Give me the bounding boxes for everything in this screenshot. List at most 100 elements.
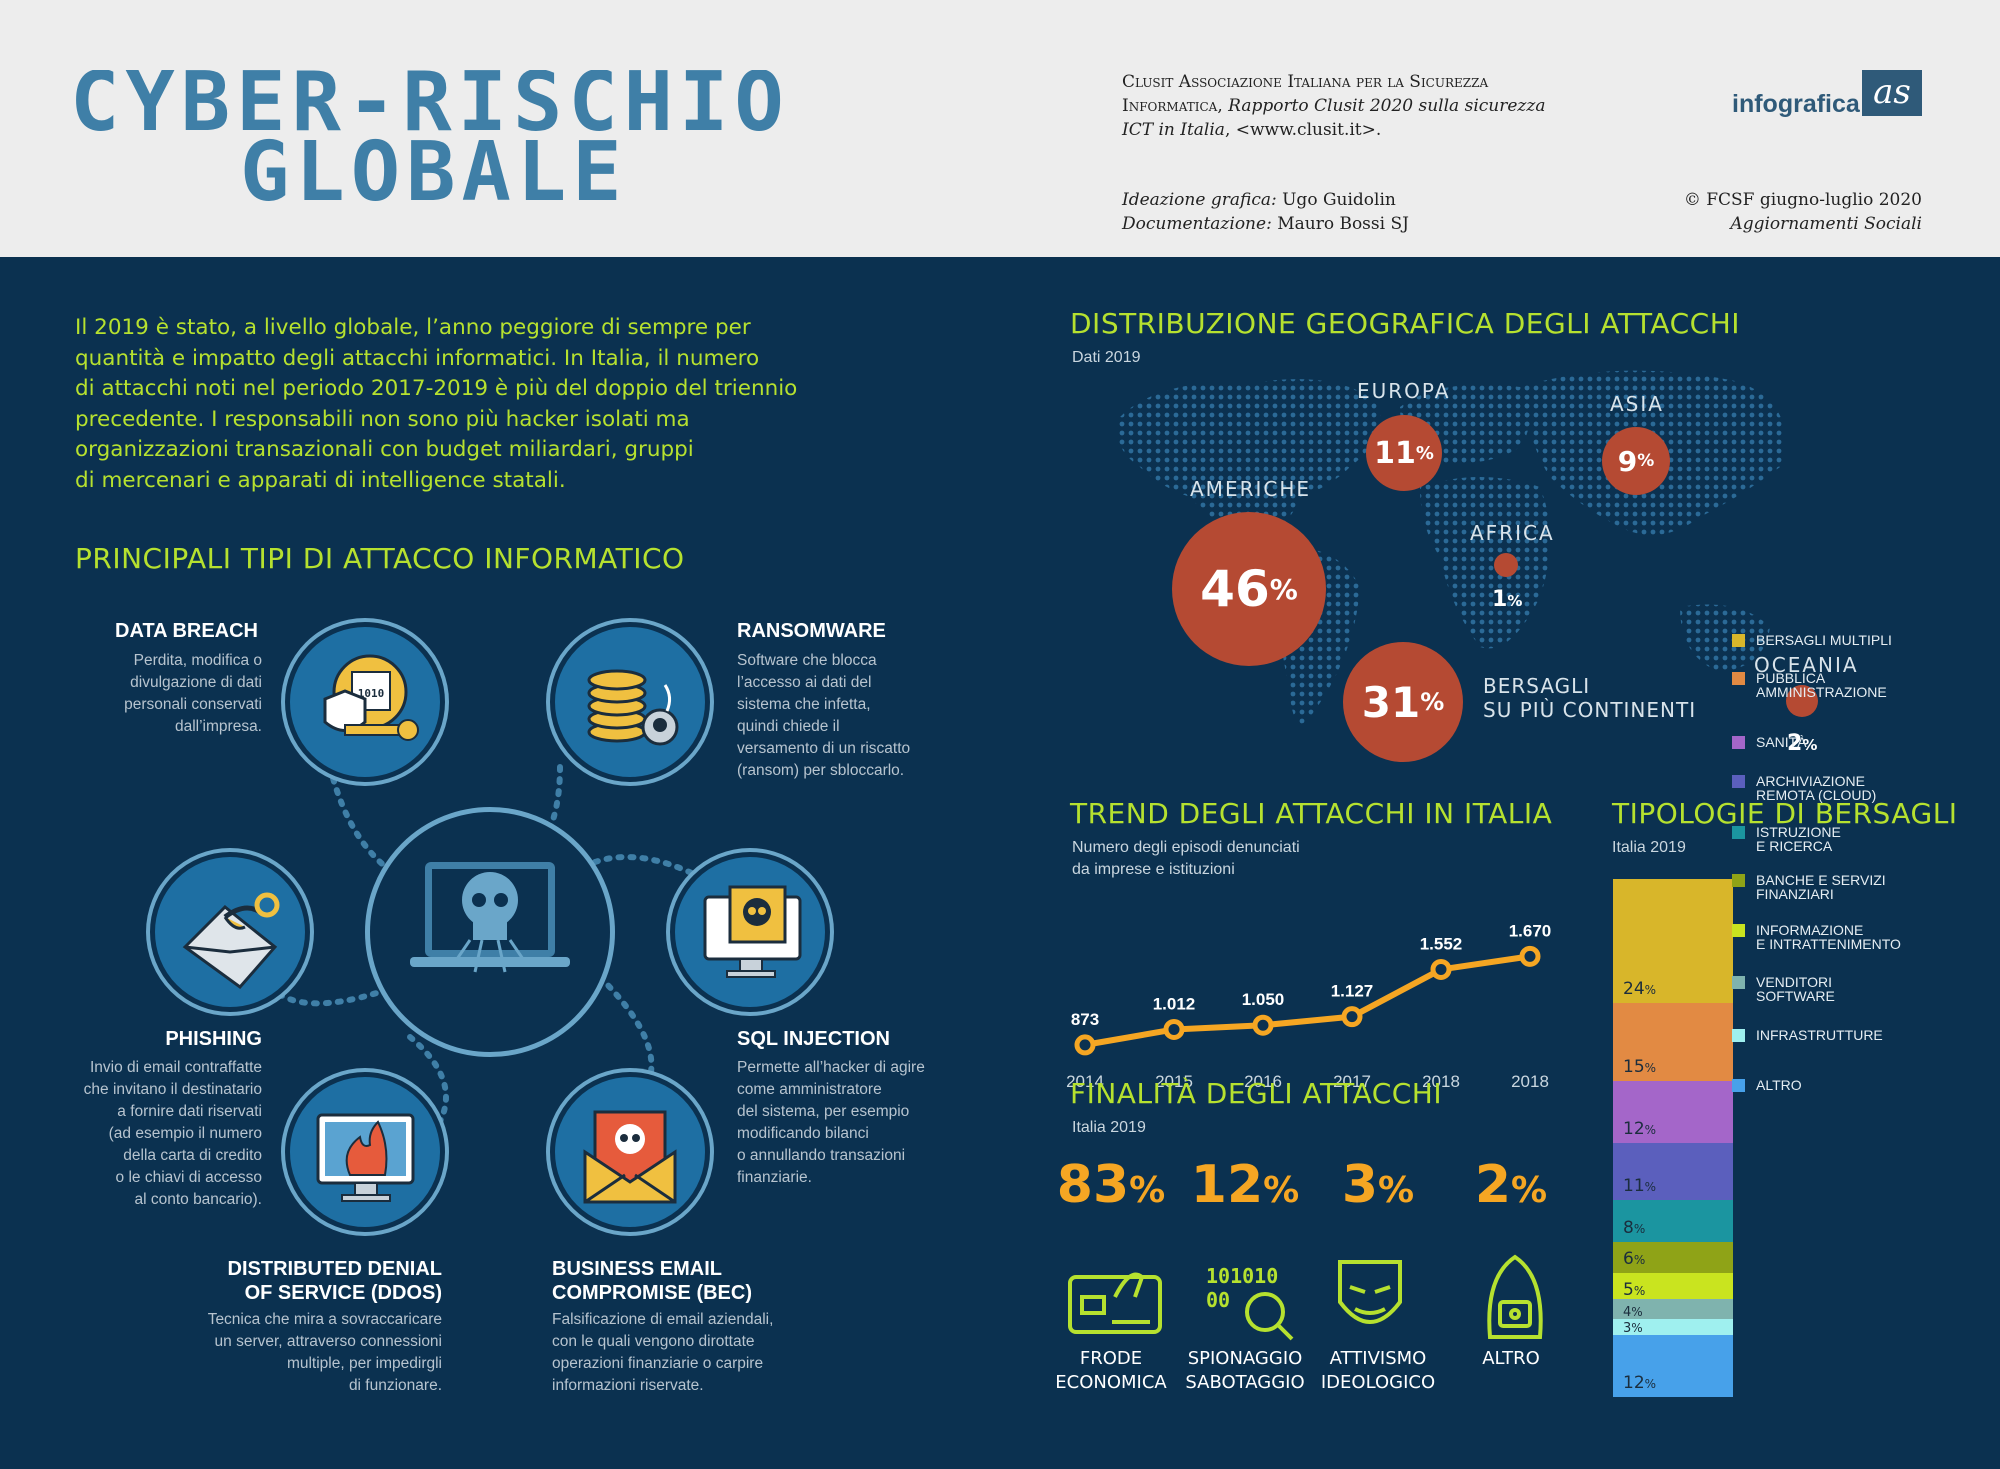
finalita-label-altro: ALTRO bbox=[1431, 1347, 1591, 1371]
segment-value: 4 bbox=[1623, 1305, 1632, 1321]
source-line-3b: , <www.clusit.it>. bbox=[1224, 120, 1382, 140]
attacks-title: PRINCIPALI TIPI DI ATTACCO INFORMATICO bbox=[75, 542, 685, 575]
segment-value: 6 bbox=[1623, 1248, 1634, 1269]
asia-label: ASIA bbox=[1610, 392, 1664, 416]
legend-label-line: E INTRATTENIMENTO bbox=[1756, 936, 1901, 952]
desc-line: operazioni finanziarie o carpire bbox=[552, 1355, 764, 1372]
oceania-label: OCEANIA bbox=[1754, 653, 1859, 677]
multi-unit: % bbox=[1420, 688, 1445, 716]
segment-unit: % bbox=[1631, 1305, 1643, 1320]
data-breach-title: DATA BREACH bbox=[115, 620, 258, 642]
logo-mark: as bbox=[1862, 70, 1922, 116]
legend-label-line: BERSAGLI MULTIPLI bbox=[1756, 632, 1892, 648]
legend-item: PUBBLICA AMMINISTRAZIONE bbox=[1732, 671, 1887, 700]
trend-point bbox=[1252, 1014, 1274, 1036]
credits: Ideazione grafica: Ugo Guidolin Document… bbox=[1122, 188, 1409, 236]
finalita-pct-spionaggio: 12% bbox=[1170, 1155, 1320, 1215]
stacked-bar-segment: 5% bbox=[1613, 1272, 1733, 1300]
segment-value-label: 12% bbox=[1623, 1119, 1656, 1139]
label-line: FRODE bbox=[1079, 1348, 1143, 1369]
stacked-bar-segment: 15% bbox=[1613, 1003, 1733, 1081]
segment-value: 12 bbox=[1623, 1372, 1645, 1393]
segment-unit: % bbox=[1644, 1061, 1657, 1075]
intro-line: Il 2019 è stato, a livello globale, l’an… bbox=[75, 315, 751, 340]
segment-unit: % bbox=[1644, 1123, 1657, 1138]
binary-magnifier-icon: 101010 00 bbox=[1206, 1264, 1294, 1341]
legend-swatch bbox=[1732, 672, 1745, 685]
source-citation: Clusit Associazione Italiana per la Sicu… bbox=[1122, 70, 1582, 142]
desc-line: come amministratore bbox=[737, 1081, 882, 1098]
svg-text:00: 00 bbox=[1206, 1288, 1230, 1312]
segment-value-label: 11% bbox=[1623, 1176, 1656, 1196]
segment-value-label: 4% bbox=[1623, 1305, 1643, 1320]
desc-line: del sistema, per esempio bbox=[737, 1103, 910, 1120]
shield-key-icon: 1010 bbox=[323, 654, 419, 741]
legend-item: BERSAGLI MULTIPLI bbox=[1732, 632, 1892, 648]
label-line: SPIONAGGIO bbox=[1187, 1348, 1303, 1369]
intro-line: di attacchi noti nel periodo 2017-2019 è… bbox=[75, 376, 798, 401]
legend-label-line: ARCHIVIAZIONE bbox=[1756, 773, 1865, 789]
segment-value: 8 bbox=[1623, 1217, 1634, 1238]
africa-region bbox=[1420, 477, 1550, 649]
desc-line: o le chiavi di accesso bbox=[115, 1169, 262, 1186]
stacked-bar-segment: 6% bbox=[1613, 1241, 1733, 1273]
desc-line: (ransom) per sbloccarlo. bbox=[737, 762, 905, 779]
main-title: CYBER-RISCHIO GLOBALE bbox=[70, 70, 784, 210]
ransomware-circle bbox=[550, 622, 710, 782]
intro-line: quantità e impatto degli attacchi inform… bbox=[75, 345, 760, 371]
stacked-bar-segment: 12% bbox=[1613, 1081, 1733, 1144]
oceania-bubble bbox=[1786, 685, 1818, 717]
americhe-value: 46 bbox=[1200, 560, 1270, 618]
segment-value: 3 bbox=[1623, 1320, 1632, 1336]
trend-value-label: 1.552 bbox=[1420, 934, 1463, 953]
legend-label-line: BANCHE E SERVIZI bbox=[1756, 872, 1886, 888]
stacked-bar-segment: 24% bbox=[1613, 879, 1733, 1004]
legend-label-line: VENDITORI bbox=[1756, 974, 1832, 990]
documentazione-label: Documentazione: bbox=[1122, 214, 1272, 234]
header: CYBER-RISCHIO GLOBALE Clusit Associazion… bbox=[0, 0, 2000, 257]
monitor-fire-icon bbox=[316, 1113, 415, 1202]
desc-line: o annullando transazioni bbox=[737, 1147, 906, 1164]
oceania-pct: 2% bbox=[1787, 731, 1817, 756]
legend-label-line: REMOTA (CLOUD) bbox=[1756, 787, 1877, 803]
connector bbox=[597, 974, 655, 1080]
north-america-region bbox=[1117, 379, 1382, 537]
desc-line: Tecnica che mira a sovraccaricare bbox=[207, 1311, 442, 1328]
hooded-hacker-icon bbox=[1487, 1254, 1543, 1339]
sql-injection-desc: Permette all’hacker di agire come ammini… bbox=[737, 1057, 977, 1189]
intro-line: di mercenari e apparati di intelligence … bbox=[75, 467, 566, 493]
africa-unit: % bbox=[1507, 592, 1523, 610]
asia-value: 9 bbox=[1617, 444, 1638, 478]
stacked-bar-segment: 8% bbox=[1613, 1200, 1733, 1242]
multi-label-line: SU PIÙ CONTINENTI bbox=[1483, 698, 1697, 722]
desc-line: versamento di un riscatto bbox=[737, 740, 911, 757]
envelope-hook-icon bbox=[182, 892, 280, 990]
trend-x-tick-label: 2018 bbox=[1422, 1072, 1460, 1091]
trend-subtitle-line: Numero degli episodi denunciati bbox=[1072, 839, 1300, 856]
legend-item: ARCHIVIAZIONE REMOTA (CLOUD) bbox=[1732, 773, 1877, 803]
legend-swatch bbox=[1732, 775, 1745, 788]
pct-unit: % bbox=[1511, 1170, 1548, 1211]
stacked-bar: 24% 15% 12% 11% 8% 6% 5% 4% 3% 12% bbox=[1613, 879, 1733, 1397]
segment-value-label: 3% bbox=[1623, 1321, 1643, 1336]
desc-line: Permette all’hacker di agire bbox=[737, 1059, 925, 1076]
desc-line: a fornire dati riservati bbox=[117, 1103, 262, 1120]
trend-subtitle: Numero degli episodi denunciati da impre… bbox=[1072, 837, 1300, 881]
legend-label-line: AMMINISTRAZIONE bbox=[1756, 684, 1887, 700]
sql-injection-title: SQL INJECTION bbox=[737, 1028, 890, 1050]
pct-value: 3 bbox=[1341, 1155, 1379, 1215]
legend-label-line: SOFTWARE bbox=[1756, 988, 1835, 1004]
legend-label-line: ALTRO bbox=[1756, 1077, 1802, 1093]
label-line: ECONOMICA bbox=[1055, 1372, 1167, 1393]
phishing-title: PHISHING bbox=[165, 1028, 262, 1050]
svg-text:1010: 1010 bbox=[358, 687, 385, 700]
finalita-subtitle: Italia 2019 bbox=[1072, 1119, 1146, 1136]
segment-value-label: 24% bbox=[1623, 979, 1656, 999]
intro-text: Il 2019 è stato, a livello globale, l’an… bbox=[75, 313, 855, 496]
segment-value-label: 5% bbox=[1623, 1280, 1645, 1300]
geo-subtitle: Dati 2019 bbox=[1072, 349, 1141, 366]
desc-line: Falsificazione di email aziendali, bbox=[552, 1311, 774, 1328]
africa-value: 1 bbox=[1492, 587, 1508, 612]
trend-point bbox=[1430, 958, 1452, 980]
